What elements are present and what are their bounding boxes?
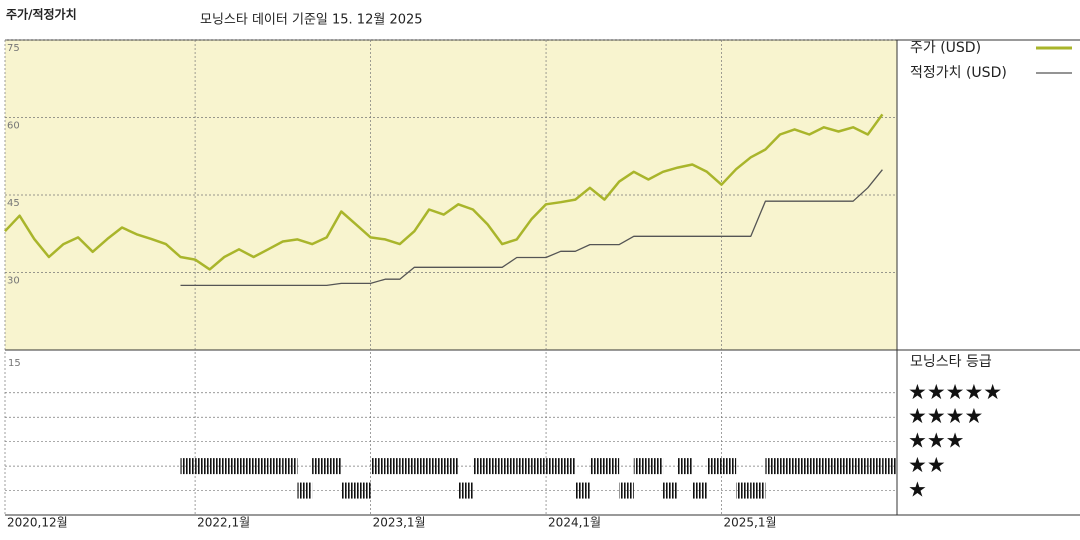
y-tick-label: 60 xyxy=(7,121,20,132)
y-tick-label: 45 xyxy=(7,198,20,209)
rating-bar xyxy=(399,458,415,475)
series-line xyxy=(180,169,883,287)
x-tick-label: 2020,12월 xyxy=(7,516,68,530)
rating-bar xyxy=(633,458,649,475)
rating-bar xyxy=(736,482,751,499)
rating-bar xyxy=(706,458,722,475)
rating-bar xyxy=(224,458,239,475)
rating-bar xyxy=(750,482,766,499)
rating-bar xyxy=(838,458,854,475)
rating-bar xyxy=(516,458,532,475)
rating-bar xyxy=(721,458,737,475)
rating-bar xyxy=(282,458,298,475)
rating-bar xyxy=(312,458,327,475)
x-tick-label: 2024,1월 xyxy=(548,516,601,530)
chart-title: 주가/적정가치 xyxy=(6,7,77,22)
rating-bar xyxy=(604,458,620,475)
rating-bar xyxy=(677,458,693,475)
rating-bar xyxy=(502,458,517,475)
rating-bar xyxy=(209,458,225,475)
rating-bar xyxy=(867,458,883,475)
rating-bar xyxy=(531,458,547,475)
rating-bar xyxy=(443,458,459,475)
y-tick-label: 30 xyxy=(7,276,20,287)
legend-label: 적정가치 (USD) xyxy=(910,65,1007,81)
x-tick-label: 2022,1월 xyxy=(197,516,250,530)
rating-bar xyxy=(253,458,269,475)
rating-bar xyxy=(370,458,386,475)
rating-bar xyxy=(575,482,590,499)
rating-bar xyxy=(780,458,795,475)
rating-label: ★ xyxy=(908,478,927,502)
rating-title: 모닝스타 등급 xyxy=(910,354,992,370)
rating-bar xyxy=(560,458,576,475)
rating-bar xyxy=(809,458,824,475)
rating-axis-label: 15 xyxy=(8,358,21,369)
rating-bar xyxy=(853,458,868,475)
rating-bar xyxy=(341,482,356,499)
rating-bar xyxy=(268,458,283,475)
rating-bar xyxy=(326,458,342,475)
rating-bar xyxy=(619,482,634,499)
rating-bar xyxy=(385,458,400,475)
rating-bar xyxy=(663,482,678,499)
y-tick-label: 75 xyxy=(7,43,20,54)
rating-bar xyxy=(692,482,707,499)
rating-label: ★★ xyxy=(908,453,946,477)
chart-subtitle: 모닝스타 데이터 기준일 15. 12월 2025 xyxy=(200,13,423,28)
rating-bar xyxy=(546,458,561,475)
rating-label: ★★★★ xyxy=(908,404,983,428)
rating-bar xyxy=(823,458,839,475)
rating-bar xyxy=(765,458,781,475)
x-tick-label: 2023,1월 xyxy=(373,516,426,530)
rating-bar xyxy=(882,458,897,475)
rating-bar xyxy=(238,458,254,475)
legend-label: 주가 (USD) xyxy=(910,40,981,56)
rating-label: ★★★★★ xyxy=(908,380,1002,404)
rating-label: ★★★ xyxy=(908,429,964,453)
rating-bar xyxy=(458,482,473,499)
x-tick-label: 2025,1월 xyxy=(724,516,777,530)
rating-bar xyxy=(794,458,810,475)
rating-bar xyxy=(414,458,430,475)
rating-bar xyxy=(297,482,313,499)
rating-bar xyxy=(355,482,371,499)
rating-bar xyxy=(589,458,605,475)
rating-bar xyxy=(429,458,444,475)
rating-bar xyxy=(180,458,196,475)
rating-bar xyxy=(472,458,488,475)
rating-bar xyxy=(648,458,664,475)
rating-bar xyxy=(195,458,210,475)
series-line xyxy=(4,113,884,271)
rating-bar xyxy=(487,458,503,475)
